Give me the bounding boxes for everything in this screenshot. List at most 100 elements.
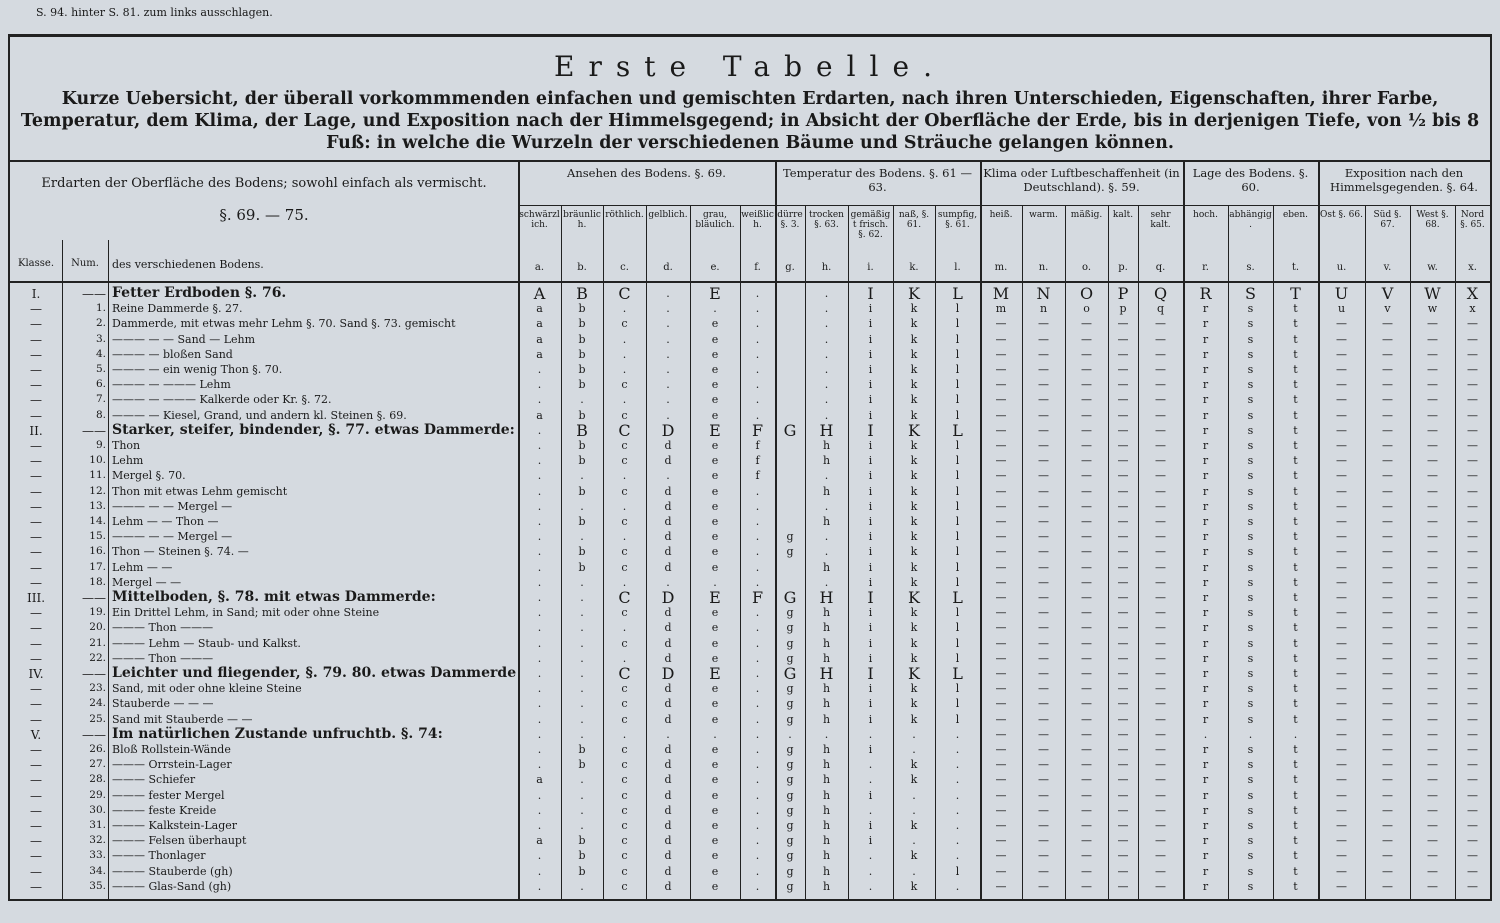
cell: — <box>1038 879 1049 893</box>
cell: l <box>955 621 960 635</box>
cell: . <box>912 727 916 741</box>
cell: d <box>664 712 672 726</box>
cell: r <box>1202 682 1209 696</box>
cell: e <box>711 849 719 863</box>
cell: d <box>664 788 672 802</box>
cell: . <box>755 743 760 756</box>
cell: F <box>751 588 764 607</box>
cell: A <box>533 284 546 303</box>
cell: — <box>1336 530 1347 544</box>
cell: — <box>1081 803 1092 817</box>
cell: k <box>910 773 918 787</box>
cell: . <box>713 302 717 316</box>
cell: d <box>664 803 672 817</box>
cell: — <box>1467 530 1478 544</box>
cell: — <box>995 636 1007 650</box>
cell: — <box>1382 499 1393 513</box>
cell: — <box>1081 819 1092 832</box>
cell: — <box>1382 849 1393 863</box>
cell: r <box>1202 575 1209 589</box>
cell: i <box>868 499 873 513</box>
cell: k <box>910 636 918 650</box>
cell: — <box>1467 819 1478 832</box>
num: 34. <box>89 864 106 877</box>
cell: — <box>1467 515 1478 528</box>
cell: . <box>537 363 542 376</box>
row-text: ——— — ——— Kalkerde oder Kr. §. 72. <box>112 393 332 407</box>
row-text: Ein Drittel Lehm, in Sand; mit oder ohne… <box>112 606 380 620</box>
cell: i <box>868 515 873 528</box>
cell: — <box>1155 743 1166 756</box>
cell: — <box>995 682 1007 696</box>
cell: . <box>755 515 760 528</box>
klasse: — <box>30 849 42 864</box>
cell: . <box>755 788 760 802</box>
cell: — <box>1155 408 1166 422</box>
cell: — <box>1427 803 1438 817</box>
num: 26. <box>89 743 106 755</box>
cell: — <box>1467 667 1478 680</box>
klasse: — <box>30 378 42 393</box>
cell: s <box>1247 849 1254 863</box>
row-text: ——— Thon ——— <box>112 651 214 665</box>
cell: t <box>1293 758 1298 772</box>
cell: . <box>537 743 542 756</box>
cell: . <box>580 773 584 787</box>
cell: — <box>1336 651 1347 665</box>
cell: — <box>1117 651 1129 665</box>
cell: d <box>664 515 672 528</box>
cell: — <box>1117 499 1129 513</box>
num: 13. <box>89 499 106 512</box>
cell: — <box>1427 454 1438 468</box>
cell: . <box>824 545 829 559</box>
row-text: Starker, steifer, bindender, §. 77. etwa… <box>112 421 515 438</box>
cell: h <box>822 879 831 893</box>
cell: t <box>1293 667 1298 680</box>
cell: . <box>622 302 627 316</box>
cell: — <box>1155 651 1166 665</box>
cell: g <box>786 773 794 787</box>
klasse: — <box>30 469 42 484</box>
klasse: — <box>30 408 42 423</box>
rule <box>1228 205 1229 899</box>
cell: . <box>622 499 627 513</box>
cell: n <box>1039 302 1048 316</box>
cell: — <box>1427 408 1438 422</box>
cell: . <box>537 606 542 620</box>
cell: e <box>711 682 719 696</box>
cell: — <box>1382 469 1393 483</box>
cell: — <box>995 423 1007 437</box>
cell: s <box>1247 682 1254 696</box>
cell: . <box>824 499 829 513</box>
cell: r <box>1202 758 1209 772</box>
cell: e <box>711 636 719 650</box>
cell: e <box>711 803 719 817</box>
cell: d <box>664 743 672 756</box>
column-header: hoch. <box>1193 210 1218 220</box>
cell: b <box>578 560 586 574</box>
cell: . <box>755 393 760 407</box>
cell: E <box>709 588 721 607</box>
cell: e <box>711 530 719 544</box>
num: 11. <box>89 469 106 482</box>
cell: i <box>868 332 873 346</box>
cell: — <box>995 515 1007 528</box>
cell: — <box>1382 697 1393 711</box>
rule <box>980 205 981 899</box>
cell: — <box>1336 727 1347 741</box>
cell: l <box>955 530 960 544</box>
cell: l <box>955 864 960 878</box>
rule <box>775 205 776 899</box>
cell: c <box>621 849 628 863</box>
cell: l <box>955 606 960 620</box>
cell: e <box>711 363 719 376</box>
cell: — <box>995 651 1007 665</box>
column-letter: f. <box>754 262 761 273</box>
cell: — <box>1081 454 1092 468</box>
cell: c <box>621 560 628 574</box>
cell: — <box>1382 575 1393 589</box>
cell: — <box>1336 378 1347 392</box>
column-letter: l. <box>954 262 961 273</box>
cell: c <box>621 773 628 787</box>
cell: X <box>1466 284 1479 303</box>
